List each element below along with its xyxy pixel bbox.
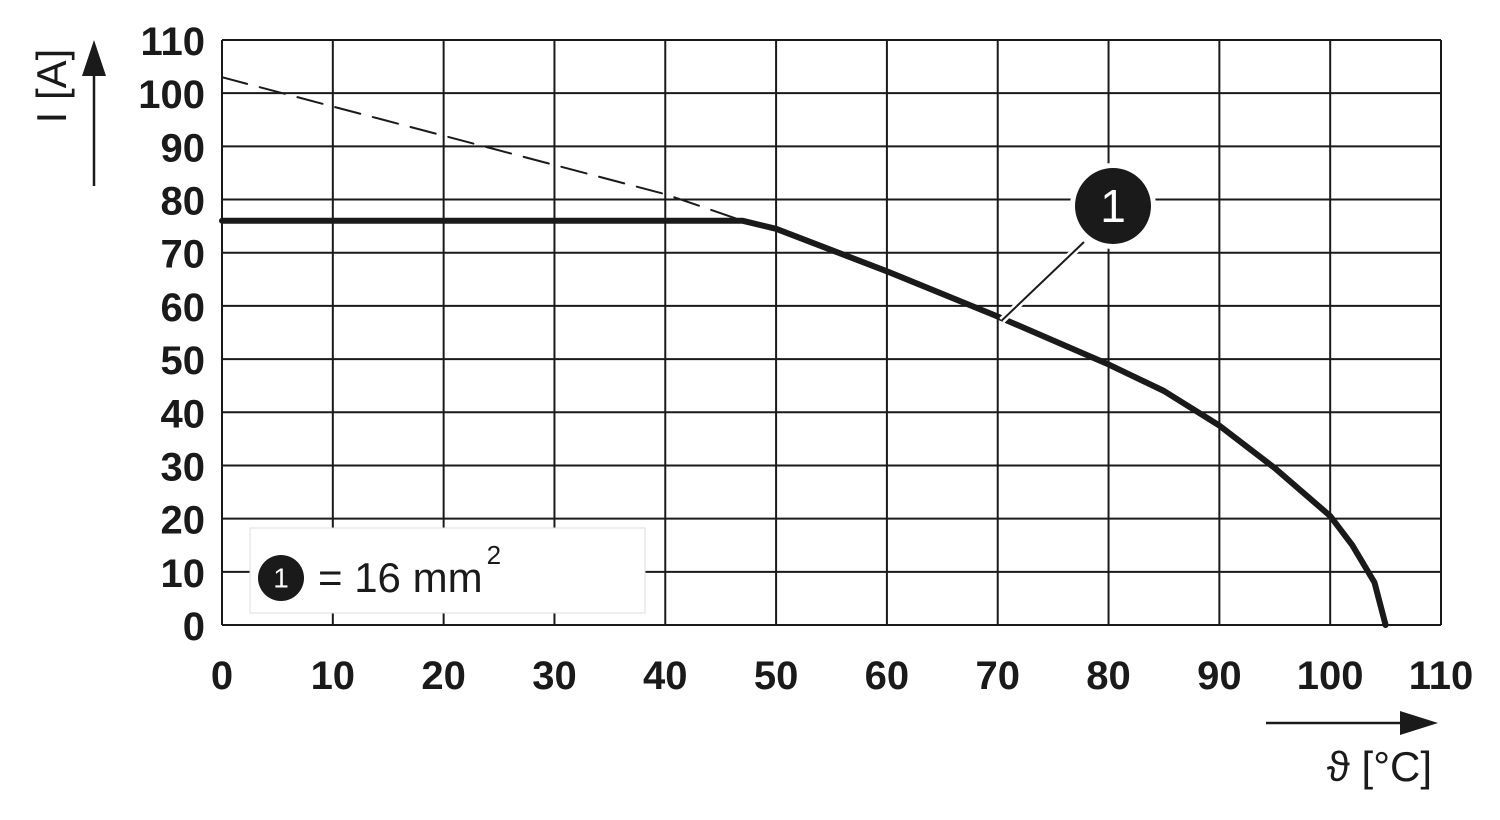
legend-text: = 16 mm bbox=[318, 554, 483, 601]
y-axis-title-group: I [A] bbox=[28, 40, 106, 186]
x-axis-arrow-head bbox=[1400, 711, 1438, 735]
grid bbox=[221, 39, 1442, 626]
x-tick-label: 0 bbox=[211, 654, 233, 698]
y-tick-label: 20 bbox=[161, 499, 206, 543]
legend-marker-label: 1 bbox=[273, 563, 289, 594]
x-tick-labels: 0 10 20 30 40 50 60 70 80 90 100 110 bbox=[211, 654, 1473, 698]
legend-marker-badge bbox=[258, 555, 304, 601]
legend-text-line: = 16 mm 2 bbox=[318, 540, 501, 601]
x-tick-label: 10 bbox=[311, 654, 356, 698]
y-tick-label: 10 bbox=[161, 552, 206, 596]
y-tick-labels: 0 10 20 30 40 50 60 70 80 90 100 110 bbox=[138, 20, 205, 649]
y-tick-label: 30 bbox=[161, 445, 206, 489]
x-tick-label: 50 bbox=[754, 654, 799, 698]
x-tick-label: 60 bbox=[865, 654, 910, 698]
y-tick-label: 50 bbox=[161, 339, 206, 383]
series-layer bbox=[219, 76, 1389, 628]
legend: 1 = 16 mm 2 bbox=[249, 527, 646, 614]
x-tick-label: 110 bbox=[1409, 654, 1474, 698]
legend-box bbox=[249, 527, 646, 614]
x-tick-label: 100 bbox=[1297, 654, 1364, 698]
x-axis-title-group: ϑ [°C] bbox=[1266, 711, 1438, 790]
x-axis-title: ϑ [°C] bbox=[1327, 743, 1432, 790]
y-tick-label: 90 bbox=[161, 126, 206, 170]
x-tick-label: 80 bbox=[1086, 654, 1131, 698]
x-tick-label: 40 bbox=[643, 654, 688, 698]
series-line-extrapolated bbox=[221, 76, 744, 222]
callout: 1 bbox=[999, 163, 1156, 324]
series-line-16mm2 bbox=[219, 217, 1389, 628]
y-tick-label: 60 bbox=[161, 286, 206, 330]
y-tick-label: 0 bbox=[183, 605, 205, 649]
y-tick-label: 40 bbox=[161, 392, 206, 436]
y-axis-arrow-head bbox=[82, 40, 106, 76]
x-tick-label: 20 bbox=[421, 654, 466, 698]
y-tick-label: 80 bbox=[161, 180, 206, 224]
x-tick-label: 70 bbox=[975, 654, 1020, 698]
y-tick-label: 70 bbox=[161, 233, 206, 277]
legend-superscript: 2 bbox=[487, 540, 501, 570]
x-tick-label: 90 bbox=[1197, 654, 1242, 698]
callout-badge bbox=[1075, 168, 1151, 244]
callout-leader-line bbox=[1001, 241, 1085, 322]
y-tick-label: 110 bbox=[140, 20, 205, 64]
y-axis-title: I [A] bbox=[28, 49, 75, 124]
x-tick-label: 30 bbox=[532, 654, 577, 698]
y-tick-label: 100 bbox=[138, 73, 205, 117]
callout-label: 1 bbox=[1100, 180, 1126, 232]
